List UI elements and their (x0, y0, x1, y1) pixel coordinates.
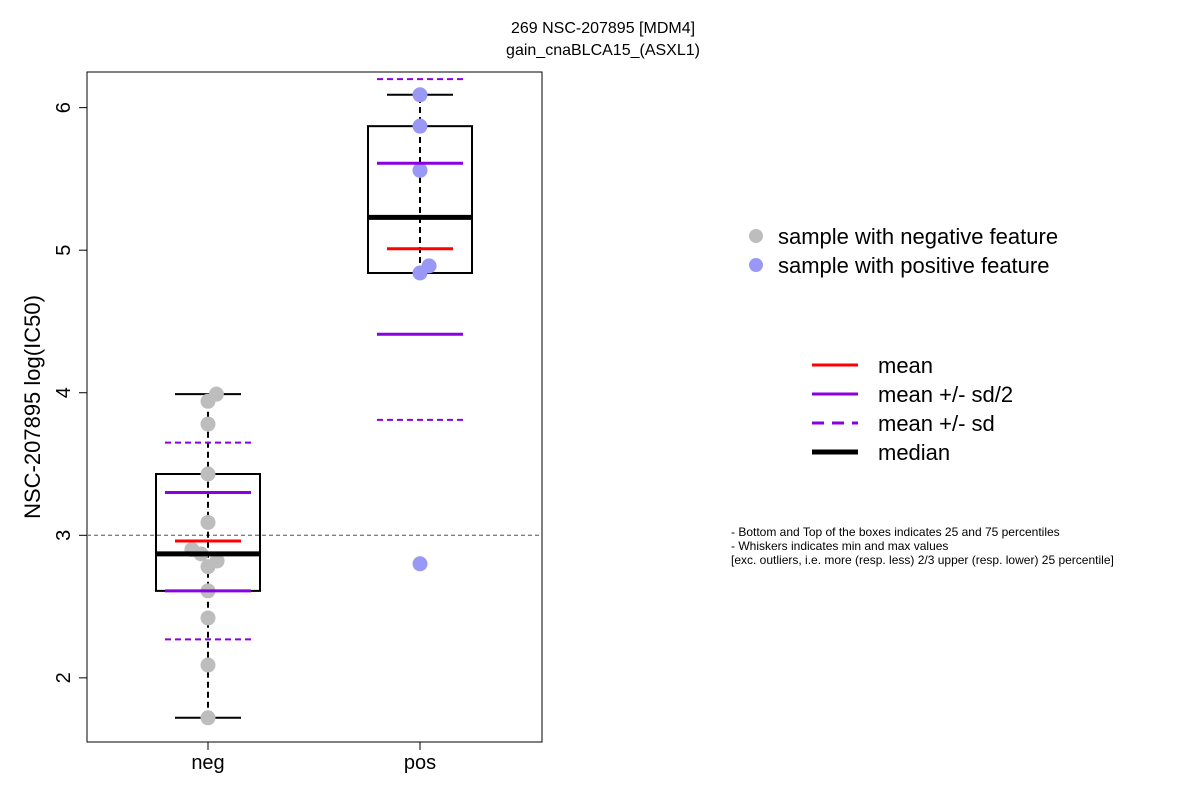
data-point (412, 87, 428, 103)
data-point (200, 657, 216, 673)
data-point (200, 710, 216, 726)
legend-line-label: mean +/- sd/2 (878, 382, 1013, 407)
y-tick-label: 4 (53, 387, 75, 398)
legend-point-label: sample with negative feature (778, 224, 1058, 249)
x-tick-label: neg (191, 752, 224, 774)
group-neg: neg (155, 386, 261, 774)
note-line: - Whiskers indicates min and max values (731, 539, 948, 553)
data-point (200, 393, 216, 409)
legend-point-swatch (749, 229, 763, 243)
note-line: - Bottom and Top of the boxes indicates … (731, 525, 1060, 539)
data-point (412, 556, 428, 572)
y-tick-label: 6 (53, 102, 75, 113)
data-point (412, 162, 428, 178)
data-point (200, 416, 216, 432)
y-tick-label: 5 (53, 245, 75, 256)
data-point (200, 559, 216, 575)
legend-point-label: sample with positive feature (778, 253, 1049, 278)
data-point (200, 610, 216, 626)
data-point (412, 265, 428, 281)
chart-title-line-1: 269 NSC-207895 [MDM4] (511, 20, 695, 37)
y-axis-label: NSC-207895 log(IC50) (20, 295, 45, 519)
data-point (412, 118, 428, 134)
notes: - Bottom and Top of the boxes indicates … (731, 525, 1114, 567)
legend: sample with negative feature sample with … (749, 224, 1058, 465)
plot-frame (86, 71, 543, 743)
y-tick-label: 3 (53, 530, 75, 541)
legend-point-swatch (749, 258, 763, 272)
x-tick-label: pos (404, 752, 436, 774)
note-line: [exc. outliers, i.e. more (resp. less) 2… (731, 553, 1114, 567)
chart-title-line-2: gain_cnaBLCA15_(ASXL1) (506, 42, 700, 59)
plot-area: 2 3 4 5 6 neg pos (53, 71, 543, 774)
legend-line-label: mean +/- sd (878, 411, 995, 436)
data-point (200, 514, 216, 530)
legend-line-label: mean (878, 353, 933, 378)
y-tick-label: 2 (53, 672, 75, 683)
data-point (200, 466, 216, 482)
legend-line-label: median (878, 440, 950, 465)
group-pos: pos (367, 78, 473, 774)
